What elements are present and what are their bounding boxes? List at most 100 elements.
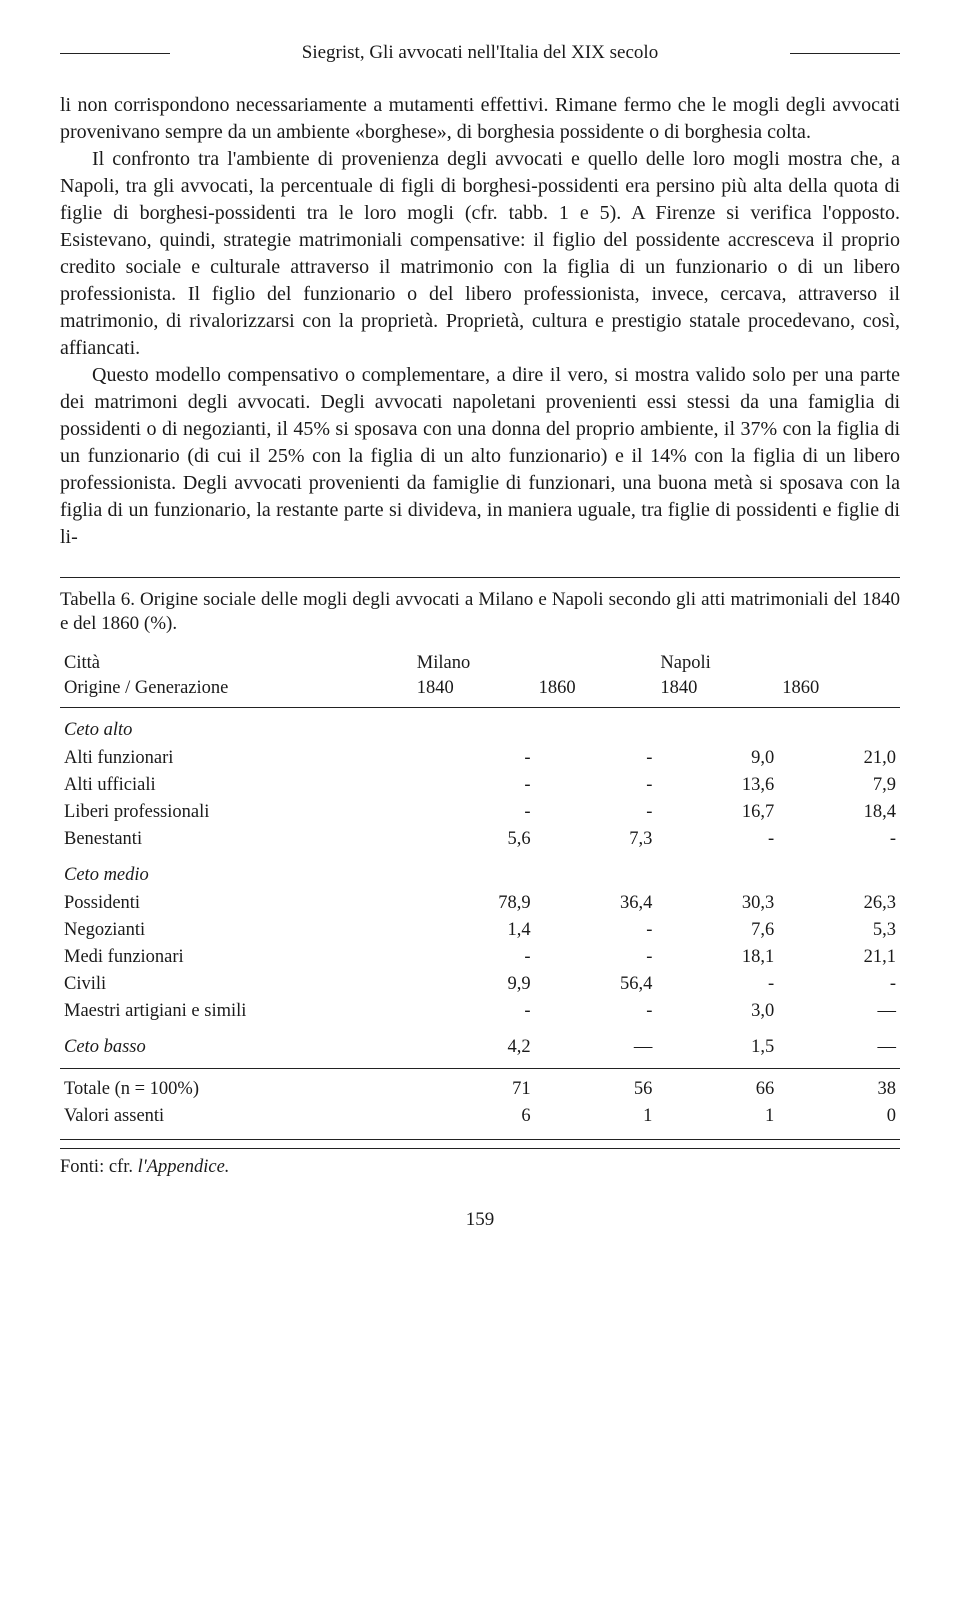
cell: 38 [778, 1068, 900, 1102]
table-caption: Tabella 6. Origine sociale delle mogli d… [60, 588, 900, 637]
cell: 9,9 [413, 971, 535, 998]
head-city-milano: Milano [413, 649, 657, 676]
cell: - [656, 971, 778, 998]
page-number: 159 [60, 1207, 900, 1233]
head-left-top: Città [60, 649, 413, 676]
cell: 7,6 [656, 917, 778, 944]
cell: - [413, 998, 535, 1025]
cell: 1 [656, 1103, 778, 1133]
cell: 7,3 [535, 826, 657, 853]
row-label: Civili [60, 971, 413, 998]
cell: 3,0 [656, 998, 778, 1025]
table-row: Benestanti 5,6 7,3 - - [60, 826, 900, 853]
cell: 56 [535, 1068, 657, 1102]
paragraph-2: Il confronto tra l'ambiente di provenien… [60, 146, 900, 362]
fonti-italic: l'Appendice. [138, 1157, 230, 1177]
table-body: Ceto alto Alti funzionari - - 9,0 21,0 A… [60, 707, 900, 1132]
cell: 5,6 [413, 826, 535, 853]
cell: 1,5 [656, 1025, 778, 1068]
cell: 71 [413, 1068, 535, 1102]
cell: — [778, 1025, 900, 1068]
cell: 36,4 [535, 890, 657, 917]
cell: - [778, 971, 900, 998]
table-row: Negozianti 1,4 - 7,6 5,3 [60, 917, 900, 944]
cell: - [413, 745, 535, 772]
head-year-1: 1840 [413, 676, 535, 707]
cell: 5,3 [778, 917, 900, 944]
cell: 4,2 [413, 1025, 535, 1068]
cell: — [535, 1025, 657, 1068]
row-label: Possidenti [60, 890, 413, 917]
table-row: Liberi professionali - - 16,7 18,4 [60, 799, 900, 826]
row-label: Maestri artigiani e simili [60, 998, 413, 1025]
cell: 21,1 [778, 944, 900, 971]
head-year-3: 1840 [656, 676, 778, 707]
running-head: Siegrist, Gli avvocati nell'Italia del X… [60, 40, 900, 66]
cell: 56,4 [535, 971, 657, 998]
row-label: Alti funzionari [60, 745, 413, 772]
cell: - [535, 799, 657, 826]
table-footnote: Fonti: cfr. l'Appendice. [60, 1148, 900, 1180]
row-label: Valori assenti [60, 1103, 413, 1133]
row-label: Medi funzionari [60, 944, 413, 971]
row-totale: Totale (n = 100%) 71 56 66 38 [60, 1068, 900, 1102]
cell: 16,7 [656, 799, 778, 826]
table-row: Civili 9,9 56,4 - - [60, 971, 900, 998]
running-head-text: Siegrist, Gli avvocati nell'Italia del X… [302, 42, 658, 63]
paragraph-1: li non corrispondono necessariamente a m… [60, 92, 900, 146]
cell: - [413, 944, 535, 971]
cell: 18,1 [656, 944, 778, 971]
cell: 21,0 [778, 745, 900, 772]
cell: 9,0 [656, 745, 778, 772]
paragraph-3: Questo modello compensativo o complement… [60, 362, 900, 551]
cell: — [778, 998, 900, 1025]
cell: 78,9 [413, 890, 535, 917]
group-label: Ceto alto [60, 707, 900, 744]
group-ceto-medio: Ceto medio [60, 853, 900, 890]
cell: 1,4 [413, 917, 535, 944]
row-label: Liberi professionali [60, 799, 413, 826]
cell: 18,4 [778, 799, 900, 826]
group-label: Ceto medio [60, 853, 900, 890]
table-row: Possidenti 78,9 36,4 30,3 26,3 [60, 890, 900, 917]
body-text: li non corrispondono necessariamente a m… [60, 92, 900, 551]
group-ceto-alto: Ceto alto [60, 707, 900, 744]
row-label: Benestanti [60, 826, 413, 853]
cell: 0 [778, 1103, 900, 1133]
cell: - [413, 799, 535, 826]
cell: - [535, 772, 657, 799]
cell: - [535, 917, 657, 944]
cell: 30,3 [656, 890, 778, 917]
group-label: Ceto basso [60, 1025, 413, 1068]
row-ceto-basso: Ceto basso 4,2 — 1,5 — [60, 1025, 900, 1068]
table-row: Medi funzionari - - 18,1 21,1 [60, 944, 900, 971]
cell: - [535, 944, 657, 971]
cell: 1 [535, 1103, 657, 1133]
head-city-napoli: Napoli [656, 649, 900, 676]
cell: - [413, 772, 535, 799]
row-label: Negozianti [60, 917, 413, 944]
table-head: Città Milano Napoli Origine / Generazion… [60, 649, 900, 707]
cell: - [535, 998, 657, 1025]
cell: 26,3 [778, 890, 900, 917]
cell: 7,9 [778, 772, 900, 799]
cell: - [656, 826, 778, 853]
table-header-row-1: Città Milano Napoli [60, 649, 900, 676]
table-row: Alti ufficiali - - 13,6 7,9 [60, 772, 900, 799]
table-6: Tabella 6. Origine sociale delle mogli d… [60, 577, 900, 1140]
cell: - [778, 826, 900, 853]
data-table: Città Milano Napoli Origine / Generazion… [60, 649, 900, 1133]
head-left-bot: Origine / Generazione [60, 676, 413, 707]
fonti-label: Fonti: cfr. [60, 1157, 138, 1177]
cell: 13,6 [656, 772, 778, 799]
row-valori-assenti: Valori assenti 6 1 1 0 [60, 1103, 900, 1133]
head-year-2: 1860 [535, 676, 657, 707]
head-year-4: 1860 [778, 676, 900, 707]
cell: 6 [413, 1103, 535, 1133]
table-row: Maestri artigiani e simili - - 3,0 — [60, 998, 900, 1025]
table-row: Alti funzionari - - 9,0 21,0 [60, 745, 900, 772]
cell: 66 [656, 1068, 778, 1102]
row-label: Totale (n = 100%) [60, 1068, 413, 1102]
cell: - [535, 745, 657, 772]
row-label: Alti ufficiali [60, 772, 413, 799]
